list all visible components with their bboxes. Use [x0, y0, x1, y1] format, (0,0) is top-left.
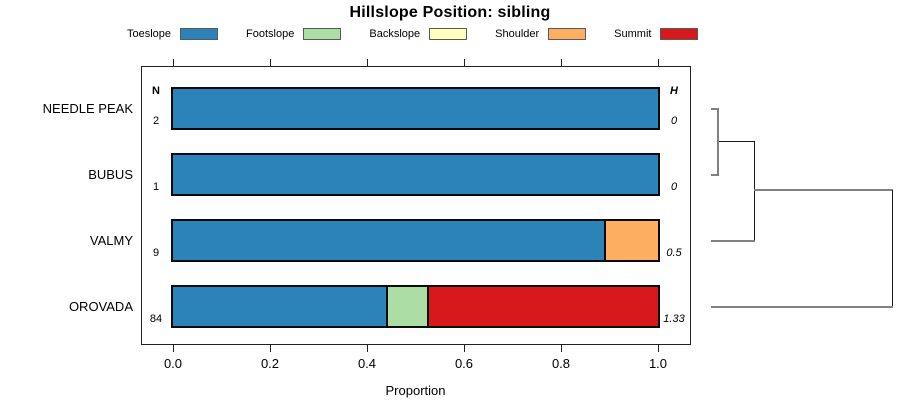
dendrogram-leaf-edge-needle-peak [711, 107, 719, 110]
dendrogram-leaf-edge-bubus [711, 173, 719, 176]
bar-valmy [171, 219, 660, 262]
bar-needle-peak [171, 87, 660, 130]
h-value-bubus: 0 [670, 180, 678, 193]
n-value-needle-peak: 2 [152, 114, 160, 127]
axis-tick-top [173, 59, 174, 66]
bar-segment-toeslope [173, 89, 658, 128]
plot-area [141, 66, 691, 345]
legend-swatch-shoulder [548, 28, 587, 40]
dendrogram-leaf-edge-valmy [711, 239, 755, 242]
axis-tick-label: 0.6 [454, 356, 474, 371]
axis-tick-label: 0.2 [260, 356, 280, 371]
dendrogram-merge1-bracket [717, 107, 719, 176]
bar-orovada [171, 285, 660, 328]
axis-tick-bottom [658, 345, 659, 352]
legend-swatch-summit [660, 28, 699, 40]
n-value-valmy: 9 [152, 246, 160, 259]
row-label-bubus: BUBUS [88, 166, 133, 182]
n-value-orovada: 84 [149, 312, 163, 325]
axis-tick-bottom [270, 345, 271, 352]
legend-item-footslope: Footslope [246, 28, 342, 40]
axis-tick-label: 0.4 [357, 356, 377, 371]
row-label-orovada: OROVADA [68, 298, 133, 314]
axis-tick-bottom [173, 345, 174, 352]
legend-item-shoulder: Shoulder [495, 28, 587, 40]
legend-label-footslope: Footslope [246, 28, 295, 40]
bar-segment-toeslope [173, 221, 605, 260]
legend-item-summit: Summit [614, 28, 699, 40]
axis-tick-bottom [561, 345, 562, 352]
dendrogram-merge3-vertical [892, 190, 893, 307]
bar-segment-footslope [386, 287, 428, 326]
legend-label-shoulder: Shoulder [495, 28, 540, 40]
legend-swatch-backslope [429, 28, 468, 40]
h-value-needle-peak: 0 [670, 114, 678, 127]
n-column-header: N [152, 85, 160, 97]
chart-title: Hillslope Position: sibling [349, 4, 551, 21]
h-column-header: H [670, 85, 678, 97]
axis-tick-top [561, 59, 562, 66]
legend-swatch-toeslope [180, 28, 219, 40]
legend-item-backslope: Backslope [369, 28, 468, 40]
dendrogram-merge2-link [754, 189, 893, 191]
axis-tick-top [367, 59, 368, 66]
dendrogram-merge2-vertical [754, 141, 755, 241]
legend-label-backslope: Backslope [369, 28, 421, 40]
axis-tick-top [658, 59, 659, 66]
row-label-valmy: VALMY [89, 232, 133, 248]
axis-tick-bottom [367, 345, 368, 352]
legend-label-toeslope: Toeslope [127, 28, 172, 40]
bar-segment-toeslope [173, 155, 658, 194]
dendrogram-leaf-edge-orovada [711, 305, 893, 308]
axis-tick-bottom [464, 345, 465, 352]
dendrogram-merge1-link [719, 141, 755, 142]
bar-bubus [171, 153, 660, 196]
n-value-bubus: 1 [152, 180, 160, 193]
bar-segment-toeslope [173, 287, 387, 326]
legend-label-summit: Summit [614, 28, 652, 40]
legend-item-toeslope: Toeslope [127, 28, 219, 40]
axis-tick-label: 0.8 [551, 356, 571, 371]
x-axis-label: Proportion [385, 383, 446, 398]
h-value-orovada: 1.33 [663, 312, 685, 325]
row-label-needle-peak: NEEDLE PEAK [42, 100, 133, 116]
h-value-valmy: 0.5 [666, 246, 682, 259]
axis-tick-label: 0.0 [163, 356, 183, 371]
legend: Toeslope Footslope Backslope Shoulder Summit [127, 26, 699, 42]
legend-swatch-footslope [303, 28, 342, 40]
axis-tick-label: 1.0 [648, 356, 668, 371]
bar-segment-summit [427, 287, 658, 326]
bar-segment-shoulder [604, 221, 658, 260]
axis-tick-top [464, 59, 465, 66]
axis-tick-top [270, 59, 271, 66]
